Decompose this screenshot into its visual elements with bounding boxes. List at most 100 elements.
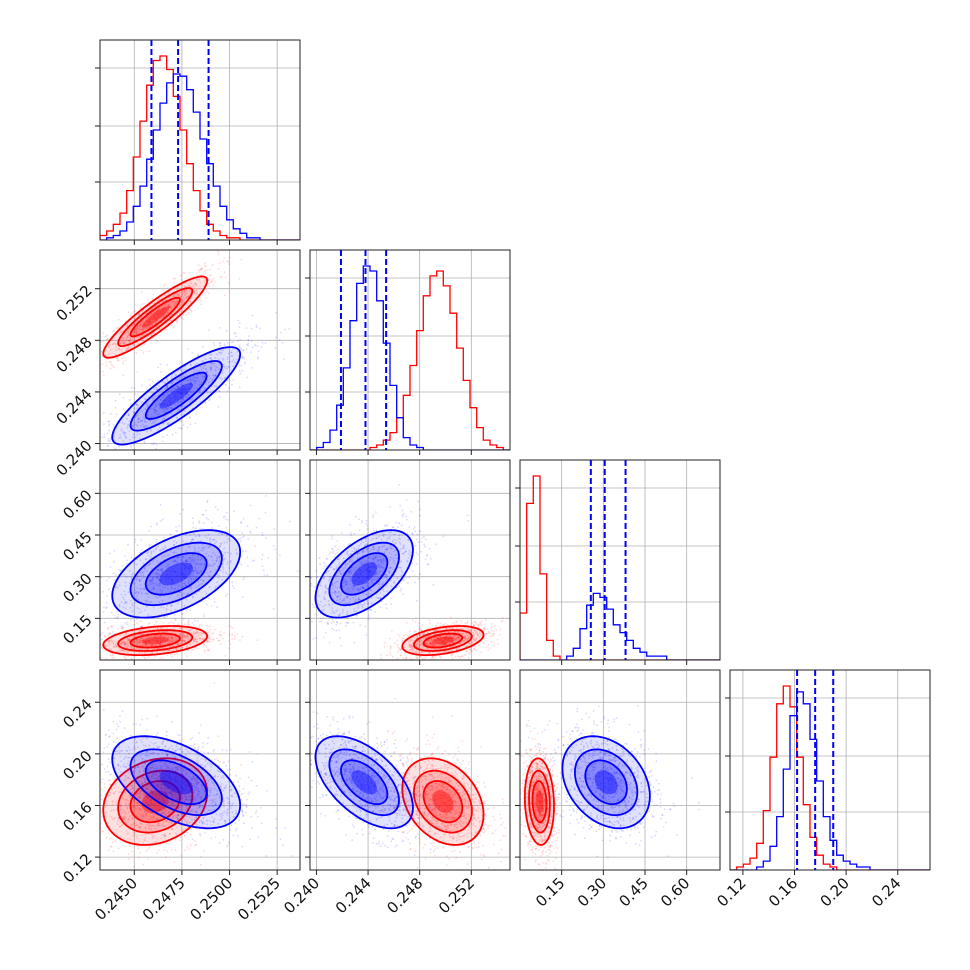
scatter-point (158, 579, 161, 582)
scatter-point (195, 638, 197, 641)
scatter-point (383, 645, 386, 648)
scatter-point (170, 640, 172, 642)
scatter-point (250, 327, 253, 330)
scatter-point (124, 650, 127, 653)
scatter-point (211, 559, 214, 562)
scatter-point (176, 530, 179, 532)
scatter-point (122, 430, 125, 433)
scatter-point (173, 584, 176, 586)
scatter-point (196, 638, 199, 641)
scatter-point (161, 657, 164, 660)
scatter-point (130, 556, 133, 559)
scatter-point (179, 634, 182, 637)
scatter-point (195, 562, 198, 565)
scatter-point (117, 613, 120, 616)
scatter-point (459, 620, 462, 622)
scatter-point (196, 292, 199, 295)
scatter-point (183, 388, 186, 391)
scatter-point (178, 632, 180, 634)
scatter-point (154, 318, 157, 320)
scatter-point (137, 418, 140, 420)
scatter-point (159, 314, 162, 316)
scatter-point (167, 640, 169, 642)
scatter-point (215, 637, 218, 640)
scatter-point (157, 414, 160, 416)
scatter-point (106, 334, 109, 337)
scatter-point (170, 306, 173, 309)
scatter-point (105, 339, 108, 342)
scatter-point (120, 649, 122, 652)
scatter-point (181, 639, 184, 641)
scatter-point (176, 293, 179, 296)
scatter-point (231, 584, 234, 587)
scatter-point (133, 387, 136, 390)
scatter-point (467, 627, 469, 629)
scatter-point (136, 575, 139, 578)
scatter-point (166, 615, 168, 617)
scatter-point (198, 270, 200, 273)
scatter-point (192, 284, 195, 287)
scatter-point (193, 290, 195, 292)
scatter-point (330, 551, 332, 554)
scatter-point (490, 634, 493, 637)
scatter-point (156, 650, 158, 653)
contour-line (129, 296, 181, 338)
scatter-point (170, 641, 173, 643)
scatter-point (242, 578, 245, 581)
scatter-point (219, 363, 221, 366)
scatter-point (228, 625, 230, 627)
scatter-point (414, 621, 417, 623)
scatter-point (163, 409, 166, 412)
scatter-point (175, 394, 177, 397)
scatter-point (192, 639, 195, 642)
scatter-point (232, 359, 235, 361)
scatter-point (180, 642, 183, 644)
scatter-point (127, 331, 130, 334)
scatter-point (165, 634, 168, 637)
scatter-point (475, 649, 477, 652)
scatter-point (161, 642, 163, 645)
scatter-point (478, 644, 481, 647)
scatter-point (195, 576, 198, 579)
scatter-point (389, 653, 392, 656)
scatter-point (159, 404, 162, 406)
scatter-point (234, 635, 236, 637)
scatter-point (170, 412, 173, 415)
scatter-point (186, 297, 188, 300)
scatter-point (157, 562, 159, 565)
scatter-point (218, 639, 221, 642)
scatter-point (429, 558, 432, 560)
scatter-point (397, 651, 399, 653)
scatter-point (203, 563, 206, 566)
scatter-point (141, 587, 144, 590)
density-fill (130, 633, 180, 648)
scatter-point (121, 627, 123, 630)
scatter-point (232, 347, 235, 350)
scatter-point (244, 550, 247, 553)
scatter-point (161, 647, 164, 650)
scatter-point (176, 636, 179, 639)
scatter-point (132, 647, 135, 650)
scatter-point (398, 649, 400, 651)
scatter-point (150, 583, 152, 586)
scatter-point (193, 384, 196, 386)
scatter-point (156, 310, 158, 313)
scatter-point (157, 309, 160, 312)
scatter-point (361, 519, 363, 522)
scatter-point (189, 644, 192, 647)
scatter-point (113, 579, 116, 582)
scatter-point (176, 588, 179, 591)
scatter-point (133, 641, 136, 643)
scatter-point (493, 633, 495, 636)
scatter-point (223, 557, 226, 560)
scatter-point (142, 321, 144, 323)
scatter-point (187, 623, 190, 625)
scatter-point (189, 309, 192, 312)
scatter-point (196, 572, 199, 575)
scatter-point (407, 635, 409, 637)
scatter-point (108, 640, 110, 642)
scatter-point (474, 621, 477, 623)
scatter-point (176, 384, 179, 387)
scatter-point (417, 500, 419, 503)
scatter-point (176, 602, 179, 605)
